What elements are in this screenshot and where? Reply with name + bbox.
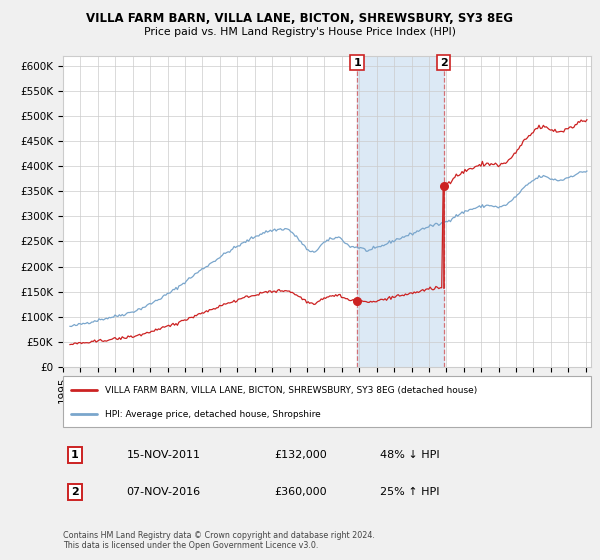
Text: 07-NOV-2016: 07-NOV-2016 bbox=[127, 487, 200, 497]
Text: 48% ↓ HPI: 48% ↓ HPI bbox=[380, 450, 439, 460]
Text: £132,000: £132,000 bbox=[274, 450, 327, 460]
Text: VILLA FARM BARN, VILLA LANE, BICTON, SHREWSBURY, SY3 8EG (detached house): VILLA FARM BARN, VILLA LANE, BICTON, SHR… bbox=[105, 386, 478, 395]
Text: £360,000: £360,000 bbox=[274, 487, 327, 497]
Text: HPI: Average price, detached house, Shropshire: HPI: Average price, detached house, Shro… bbox=[105, 409, 321, 419]
Text: 15-NOV-2011: 15-NOV-2011 bbox=[127, 450, 200, 460]
Text: 1: 1 bbox=[71, 450, 79, 460]
Text: VILLA FARM BARN, VILLA LANE, BICTON, SHREWSBURY, SY3 8EG: VILLA FARM BARN, VILLA LANE, BICTON, SHR… bbox=[86, 12, 514, 25]
Text: 25% ↑ HPI: 25% ↑ HPI bbox=[380, 487, 439, 497]
Bar bbox=[357, 56, 444, 367]
Text: Contains HM Land Registry data © Crown copyright and database right 2024.
This d: Contains HM Land Registry data © Crown c… bbox=[63, 531, 375, 550]
Text: 2: 2 bbox=[440, 58, 448, 68]
Text: 1: 1 bbox=[353, 58, 361, 68]
Text: Price paid vs. HM Land Registry's House Price Index (HPI): Price paid vs. HM Land Registry's House … bbox=[144, 27, 456, 37]
Text: 2: 2 bbox=[71, 487, 79, 497]
